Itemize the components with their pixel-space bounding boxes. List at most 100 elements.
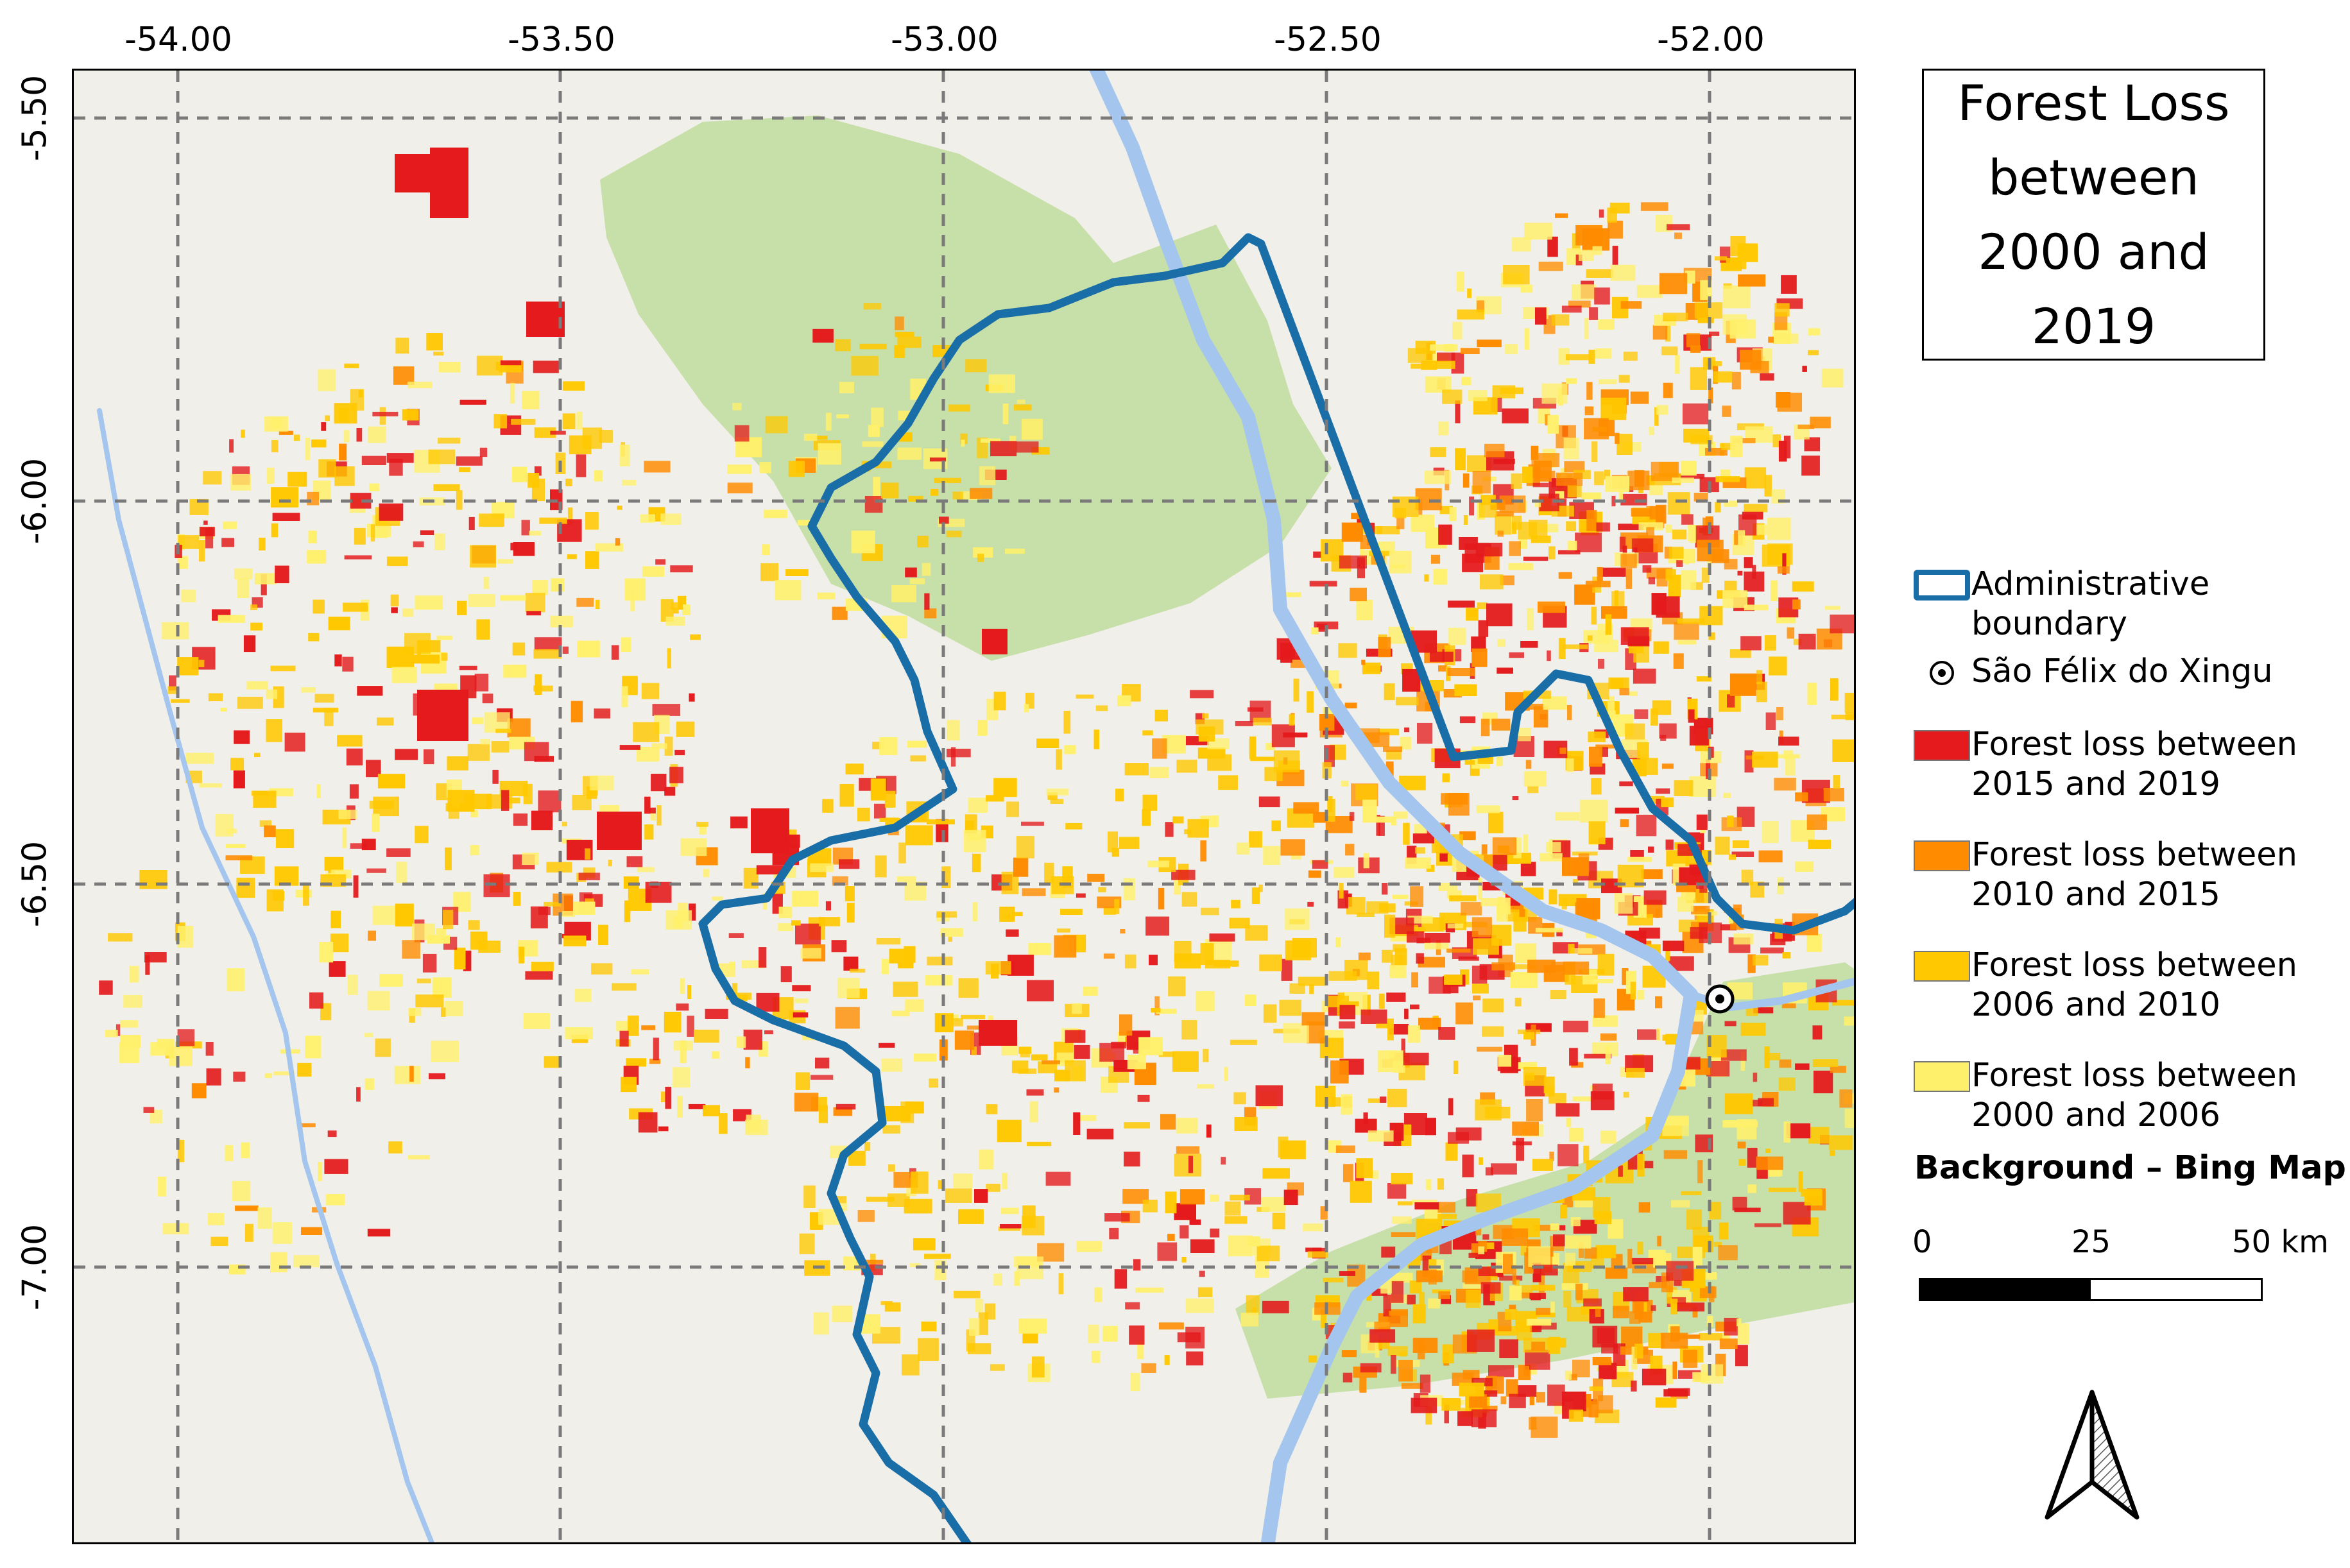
scale-bar — [1919, 1278, 2263, 1301]
loss-patch — [407, 1155, 430, 1160]
loss-patch — [1127, 1055, 1146, 1069]
loss-patch — [1729, 854, 1736, 860]
loss-patch — [1595, 1245, 1617, 1259]
loss-patch — [1377, 526, 1400, 534]
loss-patch — [1555, 213, 1568, 218]
loss-patch — [1599, 567, 1626, 577]
loss-patch — [1525, 760, 1532, 769]
loss-patch — [1046, 788, 1068, 796]
loss-patch — [1608, 677, 1629, 690]
loss-patch — [1593, 1197, 1611, 1218]
sao-felix-do-xingu-marker[interactable] — [1705, 984, 1735, 1014]
loss-patch — [321, 422, 327, 431]
loss-patch — [301, 1227, 323, 1235]
loss-patch — [1407, 1025, 1420, 1043]
loss-patch — [835, 1007, 860, 1029]
loss-patch — [324, 856, 344, 871]
loss-patch — [958, 978, 979, 998]
loss-patch — [1754, 1223, 1781, 1227]
loss-patch — [1456, 271, 1464, 292]
loss-block — [982, 629, 1008, 654]
loss-patch — [1541, 383, 1568, 404]
loss-patch — [1005, 549, 1025, 554]
loss-patch — [819, 917, 840, 926]
loss-patch — [1480, 719, 1490, 737]
loss-patch — [803, 434, 818, 441]
loss-patch — [334, 403, 357, 424]
loss-patch — [1185, 1298, 1214, 1313]
loss-patch — [308, 633, 320, 642]
loss-patch — [1649, 1282, 1667, 1288]
loss-patch — [1176, 760, 1197, 773]
loss-patch — [236, 878, 255, 898]
loss-patch — [977, 720, 988, 736]
loss-patch — [349, 784, 359, 799]
loss-patch — [1437, 1202, 1456, 1213]
loss-patch — [1655, 1397, 1677, 1408]
loss-patch — [864, 1142, 871, 1151]
loss-patch — [1555, 812, 1580, 821]
loss-patch — [1813, 1070, 1833, 1094]
loss-patch — [366, 868, 386, 873]
loss-patch — [1592, 1325, 1618, 1348]
loss-patch — [1363, 853, 1369, 869]
loss-patch — [1672, 1361, 1677, 1379]
loss-patch — [1531, 1342, 1545, 1351]
loss-patch — [573, 901, 596, 915]
loss-patch — [658, 1126, 669, 1132]
loss-patch — [1673, 653, 1684, 669]
loss-patch — [694, 1029, 719, 1043]
loss-patch — [616, 1021, 631, 1032]
loss-patch — [1512, 1121, 1539, 1136]
loss-patch — [576, 411, 583, 430]
loss-patch — [1499, 495, 1526, 513]
loss-patch — [1308, 1355, 1317, 1363]
loss-patch — [1312, 860, 1328, 869]
loss-patch — [1629, 1311, 1641, 1324]
loss-patch — [1563, 1020, 1588, 1033]
loss-patch — [1350, 588, 1367, 602]
loss-patch — [1783, 1121, 1791, 1143]
loss-patch — [1424, 470, 1451, 484]
town-marker-icon — [1930, 661, 1954, 685]
loss-patch — [1549, 1152, 1554, 1161]
loss-patch — [1808, 350, 1819, 355]
loss-patch — [1147, 860, 1170, 867]
loss-patch — [1802, 366, 1807, 372]
loss-patch — [864, 496, 883, 513]
loss-patch — [727, 464, 751, 474]
loss-patch — [1662, 941, 1685, 951]
loss-patch — [1416, 1270, 1443, 1283]
loss-patch — [1529, 1417, 1537, 1430]
loss-patch — [270, 1252, 287, 1273]
map-frame[interactable] — [72, 69, 1856, 1544]
loss-patch — [1065, 1060, 1086, 1082]
loss-patch — [1651, 593, 1667, 615]
loss-patch — [940, 928, 963, 937]
loss-patch — [859, 343, 887, 350]
loss-patch — [687, 985, 692, 999]
map-canvas[interactable] — [74, 71, 1854, 1542]
loss-patch — [415, 826, 429, 844]
loss-patch — [1797, 424, 1814, 429]
loss-patch — [1597, 1395, 1613, 1413]
loss-patch — [1437, 1213, 1457, 1220]
loss-patch — [346, 748, 363, 766]
loss-patch — [1514, 998, 1522, 1007]
loss-patch — [1677, 896, 1694, 912]
loss-patch — [1798, 633, 1816, 650]
loss-patch — [1027, 980, 1054, 1001]
loss-patch — [893, 982, 918, 997]
legend-label: Forest loss between 2006 and 2010 — [1971, 946, 2297, 1024]
loss-block — [526, 302, 565, 337]
loss-patch — [795, 923, 821, 945]
loss-patch — [379, 503, 404, 521]
loss-patch — [1629, 691, 1638, 696]
loss-patch — [719, 1113, 728, 1134]
loss-patch — [1063, 710, 1071, 734]
loss-patch — [576, 597, 594, 607]
loss-patch — [1094, 1287, 1102, 1302]
loss-patch — [1419, 1291, 1425, 1307]
loss-patch — [1511, 473, 1522, 489]
loss-patch — [624, 578, 646, 601]
